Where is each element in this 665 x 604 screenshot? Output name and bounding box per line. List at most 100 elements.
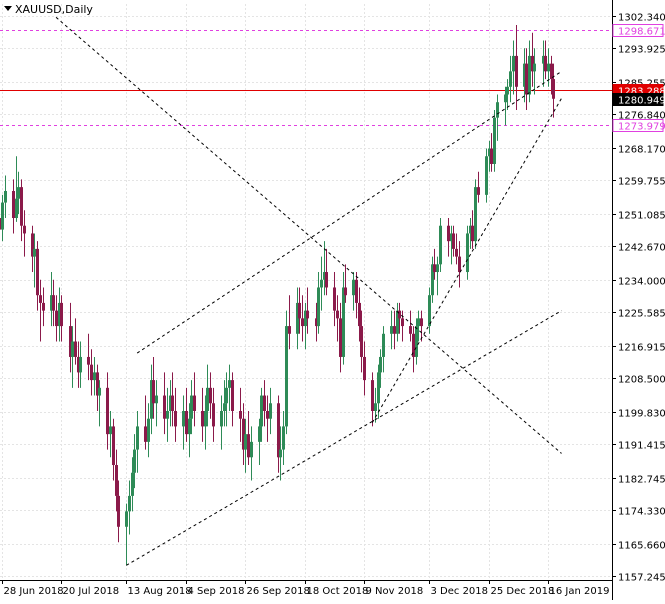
candle[interactable] (115, 449, 118, 512)
candle[interactable] (163, 372, 166, 435)
candle[interactable] (182, 395, 185, 450)
candle[interactable] (433, 248, 436, 280)
candle[interactable] (74, 318, 77, 365)
candle[interactable] (171, 372, 174, 427)
candle[interactable] (528, 40, 531, 103)
candle[interactable] (155, 380, 158, 427)
candle[interactable] (152, 356, 155, 419)
candle[interactable] (531, 32, 534, 87)
candle[interactable] (436, 256, 439, 296)
candle[interactable] (342, 272, 345, 365)
candle[interactable] (469, 218, 472, 249)
candle[interactable] (415, 318, 418, 365)
candle[interactable] (23, 210, 26, 257)
candle[interactable] (133, 434, 136, 489)
candle[interactable] (382, 326, 385, 373)
candle[interactable] (55, 295, 58, 342)
candle[interactable] (523, 48, 526, 103)
symbol-title[interactable]: XAUUSD,Daily (4, 3, 93, 16)
candle[interactable] (496, 94, 499, 141)
candle[interactable] (31, 225, 34, 273)
candle[interactable] (466, 225, 469, 280)
candle[interactable] (458, 241, 461, 288)
candle[interactable] (220, 395, 223, 450)
candle[interactable] (358, 287, 361, 342)
candle[interactable] (450, 225, 453, 265)
candle[interactable] (109, 410, 112, 458)
candle[interactable] (296, 287, 299, 350)
candle[interactable] (417, 310, 420, 342)
candle[interactable] (71, 326, 74, 388)
candle[interactable] (263, 380, 266, 427)
candle[interactable] (228, 364, 231, 411)
candle[interactable] (98, 380, 101, 427)
candle[interactable] (125, 503, 128, 566)
candle[interactable] (96, 364, 99, 411)
candle[interactable] (77, 341, 80, 388)
candle[interactable] (325, 248, 328, 296)
candle[interactable] (266, 395, 269, 442)
candle[interactable] (485, 148, 488, 203)
candle[interactable] (336, 295, 339, 342)
candle[interactable] (288, 295, 291, 350)
candle[interactable] (344, 264, 347, 303)
candle[interactable] (193, 372, 196, 427)
candle[interactable] (33, 233, 36, 288)
candle[interactable] (474, 179, 477, 249)
candle[interactable] (371, 372, 374, 427)
candle[interactable] (17, 171, 20, 215)
candle[interactable] (533, 48, 536, 95)
candle[interactable] (339, 302, 342, 373)
candle[interactable] (212, 387, 215, 442)
candle[interactable] (544, 40, 547, 80)
candle[interactable] (493, 109, 496, 172)
candle[interactable] (428, 287, 431, 334)
candle[interactable] (20, 179, 23, 242)
candle[interactable] (174, 387, 177, 442)
candle[interactable] (144, 395, 147, 450)
candle[interactable] (204, 395, 207, 450)
candle[interactable] (431, 256, 434, 303)
candle[interactable] (231, 372, 234, 427)
candle[interactable] (379, 349, 382, 388)
candle[interactable] (50, 272, 53, 327)
candle[interactable] (4, 175, 7, 219)
candle[interactable] (360, 310, 363, 373)
candle[interactable] (488, 140, 491, 172)
candle[interactable] (301, 295, 304, 342)
candle[interactable] (42, 287, 45, 327)
candle[interactable] (390, 310, 393, 350)
candle[interactable] (250, 426, 253, 481)
candle[interactable] (412, 326, 415, 373)
candle[interactable] (323, 241, 326, 296)
candle[interactable] (477, 171, 480, 203)
candle[interactable] (247, 410, 250, 466)
candle[interactable] (52, 279, 55, 327)
candle[interactable] (93, 356, 96, 396)
candle[interactable] (363, 341, 366, 396)
candle[interactable] (188, 403, 191, 458)
candle[interactable] (279, 426, 282, 481)
candle[interactable] (131, 457, 134, 512)
candle[interactable] (315, 302, 318, 342)
candle[interactable] (455, 233, 458, 265)
candle[interactable] (542, 40, 545, 87)
candle[interactable] (147, 403, 150, 458)
candle[interactable] (317, 272, 320, 334)
candle[interactable] (333, 272, 336, 327)
candle[interactable] (550, 55, 553, 95)
candle[interactable] (206, 364, 209, 427)
candle[interactable] (223, 380, 226, 427)
candle[interactable] (258, 418, 261, 466)
candle[interactable] (509, 55, 512, 103)
candle[interactable] (0, 203, 1, 242)
candle[interactable] (396, 302, 399, 342)
dropdown-triangle-icon[interactable] (4, 6, 12, 11)
candle[interactable] (377, 364, 380, 419)
candle[interactable] (136, 410, 139, 473)
candle[interactable] (260, 387, 263, 442)
candle[interactable] (112, 418, 115, 481)
candle[interactable] (512, 40, 515, 95)
candle[interactable] (552, 63, 555, 118)
candle[interactable] (39, 279, 42, 342)
